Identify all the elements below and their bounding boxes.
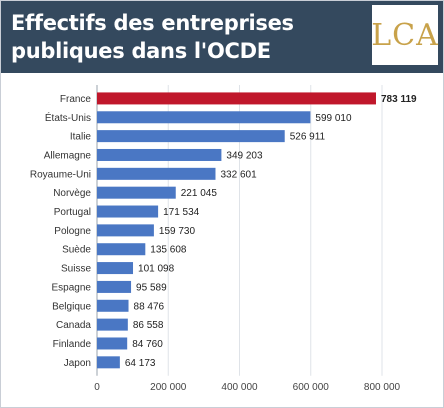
x-tick-label: 600 000 (293, 382, 330, 393)
bar-7 (97, 224, 154, 237)
bar-4 (97, 167, 216, 180)
value-label: 599 010 (315, 113, 352, 124)
value-label: 86 558 (133, 320, 164, 331)
bar-11 (97, 299, 129, 312)
category-label: Finlande (53, 339, 92, 350)
chart-panel: France États-Unis Italie Allemagne Royaume-U… (9, 81, 435, 401)
logo: LCA (371, 5, 439, 65)
value-label: 783 119 (381, 94, 417, 105)
x-tick-label: 0 (94, 382, 100, 393)
x-tick-label: 800 000 (364, 382, 401, 393)
bars (97, 92, 376, 369)
value-label: 84 760 (132, 339, 163, 350)
x-tick-label: 200 000 (150, 382, 187, 393)
bar-10 (97, 280, 132, 293)
value-label: 159 730 (159, 226, 196, 237)
value-label: 171 534 (163, 207, 200, 218)
x-tick-label: 400 000 (221, 382, 258, 393)
category-label: Belgique (52, 301, 91, 312)
logo-text: LCA (371, 17, 439, 53)
category-label: Suède (62, 245, 91, 256)
bar-13 (97, 337, 128, 350)
category-label: États-Unis (45, 111, 91, 124)
category-label: Portugal (54, 207, 91, 218)
category-label: Canada (56, 320, 91, 331)
category-labels: France États-Unis Italie Allemagne Royaume-U… (30, 94, 92, 369)
category-label: Espagne (52, 282, 92, 293)
value-label: 88 476 (134, 301, 165, 312)
value-label: 526 911 (290, 132, 326, 143)
value-label: 101 098 (138, 264, 175, 275)
bar-chart: France États-Unis Italie Allemagne Royaume-U… (30, 85, 417, 393)
bar-2 (97, 130, 285, 143)
category-label: Royaume-Uni (30, 169, 91, 180)
category-label: Suisse (61, 264, 91, 275)
bar-0 (97, 92, 376, 105)
category-label: France (60, 94, 92, 105)
bar-1 (97, 111, 311, 124)
category-label: Italie (70, 132, 92, 143)
bar-6 (97, 205, 159, 218)
value-label: 332 601 (220, 169, 257, 180)
bar-9 (97, 262, 134, 275)
value-label: 64 173 (125, 358, 156, 369)
bar-12 (97, 318, 128, 331)
value-label: 95 589 (136, 282, 167, 293)
value-label: 221 045 (181, 188, 218, 199)
category-label: Japon (64, 358, 91, 369)
bar-14 (97, 356, 120, 369)
category-label: Norvège (53, 188, 91, 199)
x-axis-ticks: 0 200 000 400 000 600 000 800 000 (94, 382, 400, 393)
page-title: Effectifs des entreprises publiques dans… (11, 11, 294, 63)
header-banner: Effectifs des entreprises publiques dans… (1, 1, 443, 73)
bar-5 (97, 186, 176, 199)
bar-3 (97, 148, 222, 161)
bar-8 (97, 243, 146, 256)
value-label: 135 608 (150, 245, 187, 256)
category-label: Allemagne (44, 150, 92, 161)
value-label: 349 203 (226, 150, 263, 161)
category-label: Pologne (54, 226, 91, 237)
